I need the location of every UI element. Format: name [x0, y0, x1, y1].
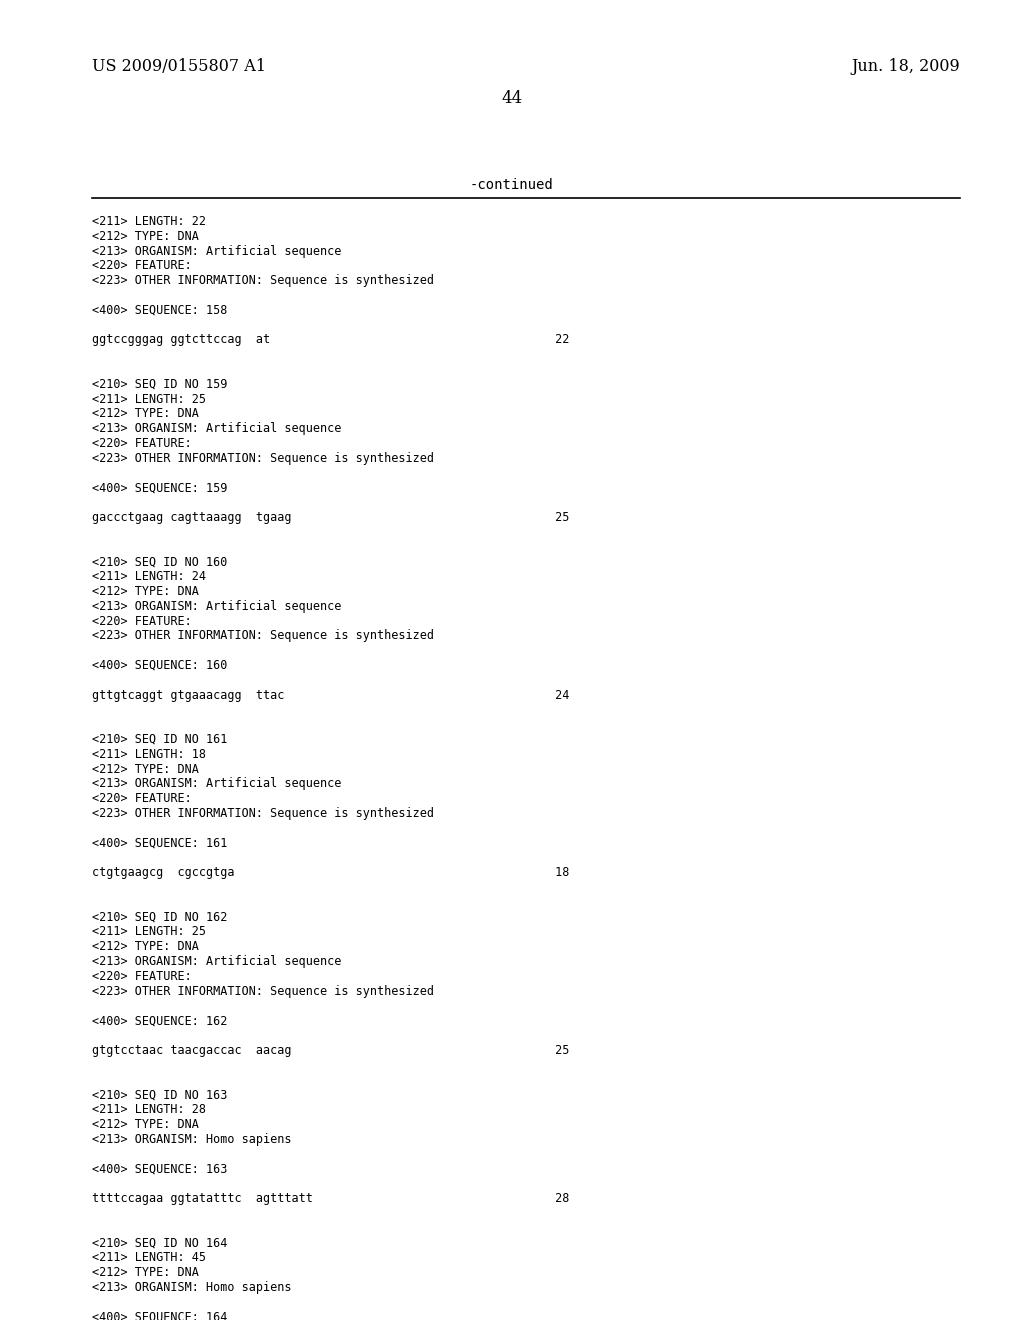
Text: <213> ORGANISM: Artificial sequence: <213> ORGANISM: Artificial sequence [92, 777, 341, 791]
Text: <400> SEQUENCE: 159: <400> SEQUENCE: 159 [92, 482, 227, 495]
Text: <223> OTHER INFORMATION: Sequence is synthesized: <223> OTHER INFORMATION: Sequence is syn… [92, 451, 434, 465]
Text: <213> ORGANISM: Artificial sequence: <213> ORGANISM: Artificial sequence [92, 422, 341, 436]
Text: <220> FEATURE:: <220> FEATURE: [92, 260, 191, 272]
Text: <213> ORGANISM: Homo sapiens: <213> ORGANISM: Homo sapiens [92, 1280, 292, 1294]
Text: <212> TYPE: DNA: <212> TYPE: DNA [92, 763, 199, 776]
Text: <400> SEQUENCE: 158: <400> SEQUENCE: 158 [92, 304, 227, 317]
Text: <212> TYPE: DNA: <212> TYPE: DNA [92, 585, 199, 598]
Text: <211> LENGTH: 45: <211> LENGTH: 45 [92, 1251, 206, 1265]
Text: <211> LENGTH: 25: <211> LENGTH: 25 [92, 392, 206, 405]
Text: <211> LENGTH: 22: <211> LENGTH: 22 [92, 215, 206, 228]
Text: <223> OTHER INFORMATION: Sequence is synthesized: <223> OTHER INFORMATION: Sequence is syn… [92, 275, 434, 288]
Text: <400> SEQUENCE: 160: <400> SEQUENCE: 160 [92, 659, 227, 672]
Text: <213> ORGANISM: Homo sapiens: <213> ORGANISM: Homo sapiens [92, 1133, 292, 1146]
Text: <210> SEQ ID NO 163: <210> SEQ ID NO 163 [92, 1088, 227, 1101]
Text: <212> TYPE: DNA: <212> TYPE: DNA [92, 940, 199, 953]
Text: 44: 44 [502, 90, 522, 107]
Text: <213> ORGANISM: Artificial sequence: <213> ORGANISM: Artificial sequence [92, 244, 341, 257]
Text: <212> TYPE: DNA: <212> TYPE: DNA [92, 408, 199, 420]
Text: <210> SEQ ID NO 160: <210> SEQ ID NO 160 [92, 556, 227, 569]
Text: <211> LENGTH: 24: <211> LENGTH: 24 [92, 570, 206, 583]
Text: <212> TYPE: DNA: <212> TYPE: DNA [92, 1118, 199, 1131]
Text: <400> SEQUENCE: 164: <400> SEQUENCE: 164 [92, 1311, 227, 1320]
Text: gtgtcctaac taacgaccac  aacag                                     25: gtgtcctaac taacgaccac aacag 25 [92, 1044, 569, 1057]
Text: ctgtgaagcg  cgccgtga                                             18: ctgtgaagcg cgccgtga 18 [92, 866, 569, 879]
Text: ttttccagaa ggtatatttc  agtttatt                                  28: ttttccagaa ggtatatttc agtttatt 28 [92, 1192, 569, 1205]
Text: <211> LENGTH: 18: <211> LENGTH: 18 [92, 748, 206, 760]
Text: <223> OTHER INFORMATION: Sequence is synthesized: <223> OTHER INFORMATION: Sequence is syn… [92, 985, 434, 998]
Text: <211> LENGTH: 28: <211> LENGTH: 28 [92, 1104, 206, 1115]
Text: <213> ORGANISM: Artificial sequence: <213> ORGANISM: Artificial sequence [92, 599, 341, 612]
Text: <210> SEQ ID NO 164: <210> SEQ ID NO 164 [92, 1237, 227, 1249]
Text: <400> SEQUENCE: 161: <400> SEQUENCE: 161 [92, 837, 227, 850]
Text: <220> FEATURE:: <220> FEATURE: [92, 970, 191, 983]
Text: <212> TYPE: DNA: <212> TYPE: DNA [92, 1266, 199, 1279]
Text: <210> SEQ ID NO 159: <210> SEQ ID NO 159 [92, 378, 227, 391]
Text: <400> SEQUENCE: 162: <400> SEQUENCE: 162 [92, 1014, 227, 1027]
Text: <220> FEATURE:: <220> FEATURE: [92, 792, 191, 805]
Text: <211> LENGTH: 25: <211> LENGTH: 25 [92, 925, 206, 939]
Text: -continued: -continued [470, 178, 554, 191]
Text: <210> SEQ ID NO 162: <210> SEQ ID NO 162 [92, 911, 227, 924]
Text: <400> SEQUENCE: 163: <400> SEQUENCE: 163 [92, 1162, 227, 1175]
Text: <223> OTHER INFORMATION: Sequence is synthesized: <223> OTHER INFORMATION: Sequence is syn… [92, 630, 434, 643]
Text: Jun. 18, 2009: Jun. 18, 2009 [851, 58, 961, 75]
Text: gttgtcaggt gtgaaacagg  ttac                                      24: gttgtcaggt gtgaaacagg ttac 24 [92, 689, 569, 702]
Text: <210> SEQ ID NO 161: <210> SEQ ID NO 161 [92, 733, 227, 746]
Text: <212> TYPE: DNA: <212> TYPE: DNA [92, 230, 199, 243]
Text: <213> ORGANISM: Artificial sequence: <213> ORGANISM: Artificial sequence [92, 954, 341, 968]
Text: ggtccgggag ggtcttccag  at                                        22: ggtccgggag ggtcttccag at 22 [92, 334, 569, 346]
Text: <223> OTHER INFORMATION: Sequence is synthesized: <223> OTHER INFORMATION: Sequence is syn… [92, 807, 434, 820]
Text: <220> FEATURE:: <220> FEATURE: [92, 615, 191, 627]
Text: US 2009/0155807 A1: US 2009/0155807 A1 [92, 58, 266, 75]
Text: gaccctgaag cagttaaagg  tgaag                                     25: gaccctgaag cagttaaagg tgaag 25 [92, 511, 569, 524]
Text: <220> FEATURE:: <220> FEATURE: [92, 437, 191, 450]
